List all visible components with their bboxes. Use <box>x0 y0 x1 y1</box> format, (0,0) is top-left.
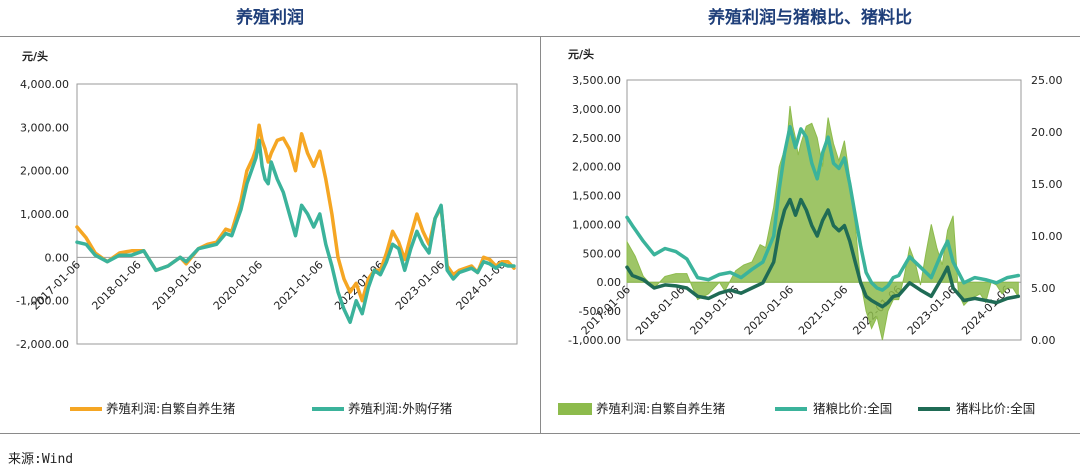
series-line-2 <box>75 138 516 325</box>
plot-frame <box>626 79 1022 341</box>
legend-label-3: 猪料比价:全国 <box>956 401 1035 416</box>
y-tick-label: 4,000.00 <box>20 78 69 91</box>
x-tick-label: 2020-01-06 <box>742 283 796 337</box>
y-left-tick-label: 500.00 <box>583 247 622 260</box>
y-left-tick-label: 2,000.00 <box>572 161 621 174</box>
x-tick-label: 2021-01-06 <box>796 283 850 337</box>
y-tick-label: 1,000.00 <box>20 208 69 221</box>
y-left-tick-label: -1,000.00 <box>568 334 621 347</box>
bottom-divider <box>0 433 1080 434</box>
y-right-tick-label: 0.00 <box>1031 334 1056 347</box>
y-left-tick-label: 1,000.00 <box>572 218 621 231</box>
y-left-tick-label: 3,000.00 <box>572 103 621 116</box>
y-left-tick-label: 0.00 <box>597 276 622 289</box>
series-line-2 <box>625 125 1021 292</box>
y-left-tick-label: 1,500.00 <box>572 190 621 203</box>
y-axis-unit: 元/头 <box>568 47 594 61</box>
x-tick-label: 2023-01-06 <box>393 258 447 312</box>
y-left-tick-label: -500.00 <box>579 305 621 318</box>
x-tick-label: 2019-01-06 <box>150 258 204 312</box>
y-right-tick-label: 10.00 <box>1031 230 1063 243</box>
x-tick-label: 2020-01-06 <box>211 258 265 312</box>
x-tick-label: 2021-01-06 <box>271 258 325 312</box>
y-left-tick-label: 3,500.00 <box>572 74 621 87</box>
series-line-3 <box>625 197 1021 309</box>
y-tick-label: -1,000.00 <box>16 295 69 308</box>
x-tick-label: 2018-01-06 <box>89 258 143 312</box>
y-left-tick-label: 2,500.00 <box>572 132 621 145</box>
source-note: 来源:Wind <box>8 452 74 467</box>
legend-label-2: 猪粮比价:全国 <box>813 401 892 416</box>
y-axis-unit: 元/头 <box>22 49 48 63</box>
legend-label-1: 养殖利润:自繁自养生猪 <box>106 401 235 416</box>
y-tick-label: -2,000.00 <box>16 338 69 351</box>
y-tick-label: 2,000.00 <box>20 165 69 178</box>
legend-label-1: 养殖利润:自繁自养生猪 <box>596 401 725 416</box>
legend-label-2: 养殖利润:外购仔猪 <box>348 401 452 416</box>
y-tick-label: 0.00 <box>45 251 70 264</box>
x-tick-label: 2018-01-06 <box>633 283 687 337</box>
y-right-tick-label: 20.00 <box>1031 126 1063 139</box>
x-tick-label: 2023-01-06 <box>905 283 959 337</box>
y-tick-label: 3,000.00 <box>20 121 69 134</box>
left-chart: 元/头 4,000.00 3,000.00 2,000.00 1,000.00 0.00 -… <box>16 49 518 416</box>
y-right-tick-label: 15.00 <box>1031 178 1063 191</box>
legend-swatch-1 <box>558 403 592 415</box>
panel-divider <box>540 36 541 433</box>
y-right-tick-label: 25.00 <box>1031 74 1063 87</box>
y-right-tick-label: 5.00 <box>1031 282 1056 295</box>
right-chart-title: 养殖利润与猪粮比、猪料比 <box>708 8 912 28</box>
left-chart-title: 养殖利润 <box>236 8 304 28</box>
plot-frame <box>76 83 518 345</box>
right-chart: 元/头 3,500.00 3,000.00 2,500.00 2,000.00 1,500… <box>558 47 1063 416</box>
